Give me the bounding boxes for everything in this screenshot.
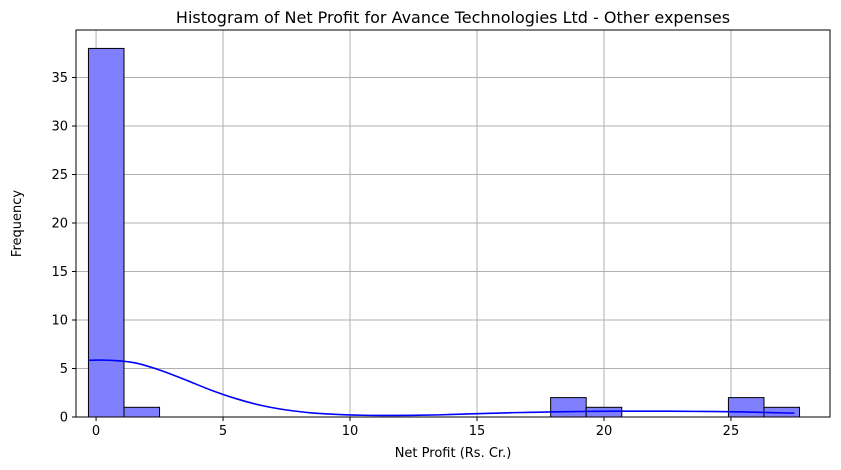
grid-lines bbox=[76, 30, 830, 418]
y-tick-label-6: 30 bbox=[51, 120, 68, 135]
chart-title: Histogram of Net Profit for Avance Techn… bbox=[176, 8, 730, 27]
y-axis-label: Frequency bbox=[10, 190, 25, 257]
x-tick-label-1: 5 bbox=[219, 424, 227, 439]
x-tick-label-2: 10 bbox=[342, 424, 359, 439]
kde-curve bbox=[88, 359, 795, 417]
x-tick-label-5: 25 bbox=[723, 424, 740, 439]
histogram-bar-0 bbox=[87, 47, 125, 418]
x-tick-label-3: 15 bbox=[469, 424, 486, 439]
histogram-bar-2 bbox=[550, 397, 587, 418]
x-axis-ticks: 0 5 10 15 20 25 bbox=[92, 417, 739, 439]
y-tick-label-7: 35 bbox=[51, 71, 68, 86]
histogram-bar-4 bbox=[727, 397, 765, 418]
y-tick-label-2: 10 bbox=[51, 314, 68, 329]
x-axis-label: Net Profit (Rs. Cr.) bbox=[395, 446, 512, 461]
y-tick-label-0: 0 bbox=[60, 411, 68, 426]
y-axis-ticks: 0 5 10 15 20 25 30 35 bbox=[51, 71, 76, 426]
y-tick-label-1: 5 bbox=[60, 362, 68, 377]
y-tick-label-4: 20 bbox=[51, 217, 68, 232]
kde-line bbox=[88, 359, 795, 417]
y-tick-label-3: 15 bbox=[51, 265, 68, 280]
x-tick-label-4: 20 bbox=[596, 424, 613, 439]
histogram-bar-1 bbox=[123, 406, 161, 418]
y-tick-label-5: 25 bbox=[51, 168, 68, 183]
x-tick-label-0: 0 bbox=[92, 424, 100, 439]
